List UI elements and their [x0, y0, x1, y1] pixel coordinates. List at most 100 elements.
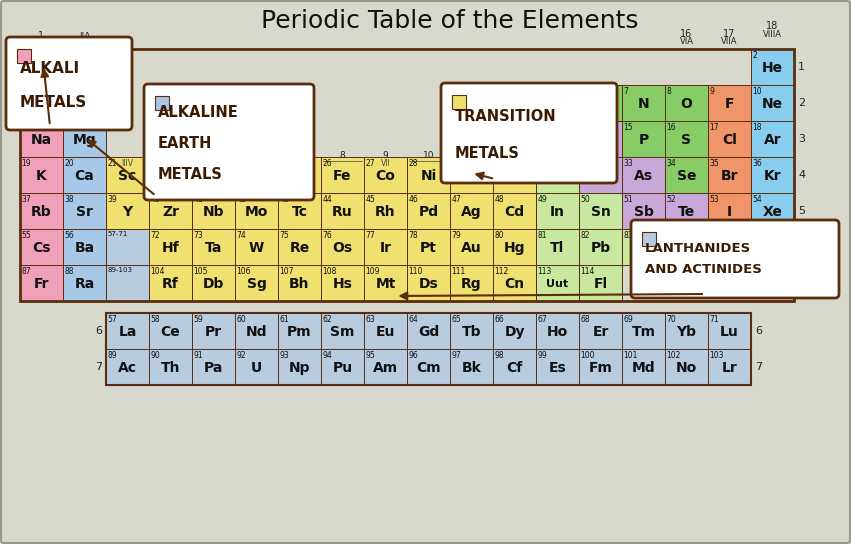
Text: Pb: Pb	[591, 241, 610, 255]
Bar	[579, 157, 622, 193]
Bar	[20, 157, 63, 193]
Bar	[20, 85, 63, 121]
Text: 26: 26	[323, 158, 332, 168]
Text: 51: 51	[624, 195, 633, 203]
Bar	[579, 265, 622, 301]
Text: Mo: Mo	[245, 205, 268, 219]
Text: B: B	[552, 97, 563, 111]
Bar	[493, 229, 536, 265]
Bar	[450, 229, 493, 265]
Text: VB: VB	[208, 159, 219, 168]
Text: 7: 7	[624, 86, 628, 96]
Bar	[579, 349, 622, 385]
Text: Periodic Table of the Elements: Periodic Table of the Elements	[261, 9, 639, 33]
Text: Tb: Tb	[462, 325, 482, 339]
Text: Sm: Sm	[330, 325, 355, 339]
Bar	[235, 157, 278, 193]
Text: VIA: VIA	[679, 37, 694, 46]
Text: Po: Po	[677, 241, 696, 255]
Text: Rb: Rb	[31, 205, 52, 219]
Text: Co: Co	[375, 169, 396, 183]
Bar	[149, 193, 192, 229]
Text: Ar: Ar	[763, 133, 781, 147]
Text: 28: 28	[408, 158, 418, 168]
Text: Cs: Cs	[32, 241, 51, 255]
Text: METALS: METALS	[455, 146, 520, 160]
Bar	[579, 85, 622, 121]
Bar	[751, 49, 794, 85]
Text: Fe: Fe	[334, 169, 351, 183]
Text: Ds: Ds	[419, 277, 438, 291]
Text: N: N	[637, 97, 649, 111]
Bar	[708, 229, 751, 265]
Text: 24: 24	[237, 158, 246, 168]
Text: 62: 62	[323, 314, 332, 324]
Text: Nb: Nb	[203, 205, 225, 219]
Text: 5: 5	[538, 86, 542, 96]
Text: 16: 16	[666, 122, 677, 132]
Text: 25: 25	[279, 158, 289, 168]
Text: 49: 49	[538, 195, 547, 203]
Text: Be: Be	[74, 97, 94, 111]
Text: ALKALI: ALKALI	[20, 61, 80, 76]
Text: Re: Re	[289, 241, 310, 255]
Text: 40: 40	[151, 195, 160, 203]
Text: 30: 30	[494, 158, 505, 168]
Text: Er: Er	[592, 325, 608, 339]
Bar	[63, 229, 106, 265]
Text: 37: 37	[21, 195, 31, 203]
Bar	[665, 121, 708, 157]
Bar	[536, 193, 579, 229]
FancyBboxPatch shape	[441, 83, 617, 183]
Text: 18: 18	[752, 122, 762, 132]
Bar	[665, 349, 708, 385]
Text: 42: 42	[237, 195, 246, 203]
Bar	[536, 229, 579, 265]
Bar	[278, 157, 321, 193]
Bar	[278, 229, 321, 265]
Text: 59: 59	[193, 314, 203, 324]
Text: 99: 99	[538, 350, 547, 360]
Text: 9: 9	[710, 86, 714, 96]
Text: 77: 77	[365, 231, 375, 239]
Text: 95: 95	[365, 350, 375, 360]
Text: Pu: Pu	[333, 361, 352, 375]
Bar	[192, 193, 235, 229]
Bar	[665, 229, 708, 265]
Bar	[493, 265, 536, 301]
Text: 72: 72	[151, 231, 160, 239]
Text: 66: 66	[494, 314, 505, 324]
Text: 110: 110	[408, 267, 423, 275]
Text: He: He	[762, 61, 783, 75]
Text: Cu: Cu	[461, 169, 482, 183]
Text: 35: 35	[710, 158, 719, 168]
Text: H: H	[36, 61, 48, 75]
Bar	[536, 265, 579, 301]
Text: 1: 1	[38, 31, 44, 41]
Text: Es: Es	[549, 361, 567, 375]
Text: 60: 60	[237, 314, 246, 324]
Text: Ce: Ce	[161, 325, 180, 339]
Text: 8: 8	[340, 151, 346, 159]
Text: 82: 82	[580, 231, 590, 239]
Bar	[63, 193, 106, 229]
Bar	[450, 313, 493, 349]
Text: Br: Br	[721, 169, 739, 183]
Text: 84: 84	[666, 231, 677, 239]
Bar	[407, 157, 450, 193]
Bar	[622, 313, 665, 349]
Text: Ga: Ga	[547, 169, 568, 183]
Text: 29: 29	[452, 158, 461, 168]
Text: 111: 111	[452, 267, 465, 275]
Text: Ir: Ir	[380, 241, 391, 255]
Text: W: W	[248, 241, 264, 255]
Text: 112: 112	[494, 267, 509, 275]
Text: Pd: Pd	[419, 205, 438, 219]
Text: VII: VII	[380, 159, 391, 168]
Bar	[106, 229, 149, 265]
Text: 33: 33	[624, 158, 633, 168]
Text: 7: 7	[798, 278, 805, 288]
Bar	[20, 193, 63, 229]
FancyBboxPatch shape	[631, 220, 839, 298]
Text: Na: Na	[31, 133, 52, 147]
